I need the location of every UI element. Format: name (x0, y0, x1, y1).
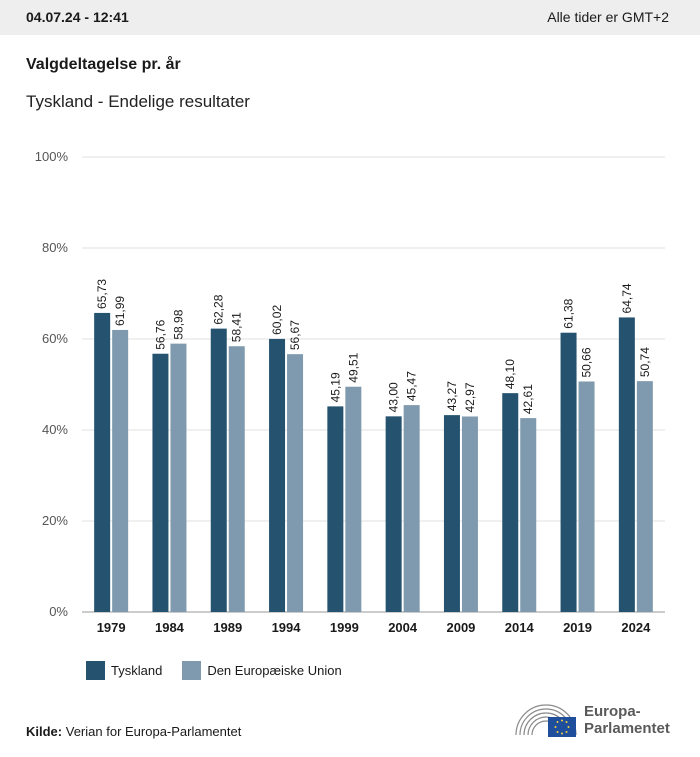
x-tick-label: 1984 (155, 620, 185, 635)
bar-tyskland (327, 406, 344, 612)
data-label: 43,00 (387, 382, 401, 412)
x-tick-label: 1989 (213, 620, 242, 635)
bar-eu (112, 329, 129, 612)
y-tick-label: 80% (42, 240, 68, 255)
timezone-note: Alle tider er GMT+2 (547, 9, 669, 25)
bar-tyskland (560, 332, 577, 612)
data-label: 43,27 (445, 381, 459, 411)
data-label: 50,74 (638, 347, 652, 377)
bar-eu (461, 416, 478, 612)
bar-tyskland (269, 338, 286, 612)
legend: Tyskland Den Europæiske Union (86, 661, 362, 680)
logo-line-2: Parlamentet (584, 720, 670, 737)
bar-chart: 0% 20% 40% 60% 80% 100% 65,73 61,99 1979 56,76 58,… (35, 149, 665, 635)
legend-item-tyskland: Tyskland (86, 661, 162, 680)
data-label: 48,10 (503, 359, 517, 389)
x-tick-label: 2014 (505, 620, 535, 635)
bar-tyskland (618, 317, 635, 612)
y-tick-label: 60% (42, 331, 68, 346)
bar-tyskland (443, 415, 460, 612)
bar-tyskland (152, 353, 169, 612)
y-tick-label: 100% (35, 149, 69, 164)
data-label: 45,19 (328, 372, 342, 402)
x-tick-label: 2004 (388, 620, 418, 635)
bar-eu (403, 405, 420, 612)
data-label: 61,38 (562, 298, 576, 328)
bar-eu (345, 386, 362, 612)
europarl-logo: Europa- Parlamentet (514, 701, 670, 739)
source-text: Verian for Europa-Parlamentet (65, 724, 242, 739)
chart-subtitle: Tyskland - Endelige resultater (26, 92, 250, 111)
bar-eu (578, 381, 595, 612)
bar-tyskland (385, 416, 402, 612)
source-note: Kilde: Verian for Europa-Parlamentet (26, 724, 241, 739)
data-label: 64,74 (620, 283, 634, 313)
data-label: 42,61 (521, 384, 535, 414)
timestamp: 04.07.24 - 12:41 (26, 9, 129, 25)
data-label: 58,98 (171, 309, 185, 339)
bar-tyskland (502, 393, 519, 612)
legend-swatch-eu (182, 661, 202, 680)
bar-tyskland (94, 312, 111, 612)
legend-item-eu: Den Europæiske Union (182, 661, 342, 680)
legend-swatch-tyskland (86, 661, 105, 680)
logo-line-1: Europa- (584, 703, 641, 720)
legend-label-tyskland: Tyskland (111, 663, 163, 678)
x-tick-label: 1999 (330, 620, 359, 635)
bar-tyskland (210, 328, 227, 612)
data-label: 45,47 (405, 371, 419, 401)
bar-eu (636, 381, 653, 612)
x-tick-label: 1994 (272, 620, 302, 635)
data-label: 60,02 (270, 305, 284, 335)
legend-label-eu: Den Europæiske Union (207, 663, 342, 678)
y-tick-label: 20% (42, 513, 68, 528)
data-label: 49,51 (346, 352, 360, 382)
top-bar: 04.07.24 - 12:41 Alle tider er GMT+2 (0, 0, 700, 35)
x-tick-label: 2024 (621, 620, 651, 635)
data-label: 62,28 (212, 294, 226, 324)
logo-text: Europa- Parlamentet (584, 703, 670, 737)
bar-eu (520, 418, 537, 612)
europarl-emblem-icon (515, 704, 577, 737)
bar-eu (228, 346, 245, 612)
bar-eu (170, 343, 187, 612)
y-tick-label: 0% (49, 604, 68, 619)
source-label: Kilde: (26, 724, 63, 739)
data-label: 56,76 (153, 319, 167, 349)
x-tick-label: 2009 (446, 620, 475, 635)
x-tick-label: 1979 (97, 620, 126, 635)
data-label: 56,67 (288, 320, 302, 350)
data-label: 50,66 (580, 347, 594, 377)
data-label: 65,73 (95, 279, 109, 309)
bar-eu (287, 354, 304, 612)
x-tick-label: 2019 (563, 620, 592, 635)
chart-title: Valgdeltagelse pr. år (26, 56, 181, 73)
y-tick-label: 40% (42, 422, 68, 437)
data-label: 42,97 (463, 382, 477, 412)
data-label: 58,41 (230, 312, 244, 342)
data-label: 61,99 (113, 296, 127, 326)
